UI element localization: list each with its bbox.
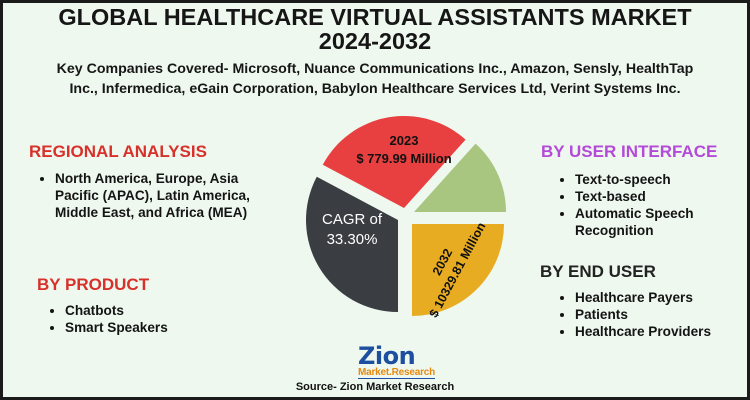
pie-label-line-1: 2023 bbox=[390, 133, 419, 148]
by-user-interface-list: Text-to-speech Text-based Automatic Spee… bbox=[555, 171, 745, 239]
pie-slice-3: 2032$ 10329.81 Million bbox=[412, 220, 504, 320]
pie-slice-shape bbox=[322, 116, 466, 208]
by-user-interface-heading: BY USER INTERFACE bbox=[541, 142, 718, 161]
source-note: Source- Zion Market Research bbox=[295, 381, 455, 393]
page-title: GLOBAL HEALTHCARE VIRTUAL ASSISTANTS MAR… bbox=[3, 5, 747, 53]
pie-slice-shape bbox=[306, 176, 398, 312]
by-end-user-list: Healthcare Payers Patients Healthcare Pr… bbox=[555, 289, 750, 340]
key-companies: Key Companies Covered- Microsoft, Nuance… bbox=[3, 59, 747, 99]
list-item: Automatic Speech Recognition bbox=[575, 205, 745, 239]
list-item: North America, Europe, Asia Pacific (APA… bbox=[55, 170, 285, 221]
list-item: Healthcare Providers bbox=[575, 323, 750, 340]
regional-analysis-list: North America, Europe, Asia Pacific (APA… bbox=[35, 170, 285, 221]
pie-slice-1: 2023 $ 779.99 Million bbox=[322, 116, 466, 208]
title-line-1: GLOBAL HEALTHCARE VIRTUAL ASSISTANTS MAR… bbox=[58, 4, 692, 30]
list-item: Smart Speakers bbox=[65, 319, 265, 336]
list-item: Text-to-speech bbox=[575, 171, 745, 188]
subtitle-line-1: Key Companies Covered- Microsoft, Nuance… bbox=[56, 61, 694, 77]
pie-slice-shape bbox=[414, 143, 506, 212]
title-line-2: 2024-2032 bbox=[318, 28, 432, 54]
pie-label-line-2: $ 779.99 Million bbox=[356, 151, 451, 166]
list-item: Patients bbox=[575, 306, 750, 323]
list-item: Healthcare Payers bbox=[575, 289, 750, 306]
by-end-user-heading: BY END USER bbox=[540, 262, 656, 281]
pie-slice-4: CAGR of 33.30% bbox=[306, 176, 398, 312]
regional-analysis-heading: REGIONAL ANALYSIS bbox=[29, 142, 207, 161]
market-pie-chart: 2023 $ 779.99 Million 2032$ 10329.81 Milli… bbox=[306, 116, 506, 320]
pie-label-line-1: CAGR of bbox=[322, 211, 383, 228]
list-item: Chatbots bbox=[65, 302, 265, 319]
subtitle-line-2: Inc., Infermedica, eGain Corporation, Ba… bbox=[69, 81, 681, 97]
pie-slice-2 bbox=[414, 143, 506, 212]
pie-label-line-2: 33.30% bbox=[327, 231, 378, 248]
pie-slice-shape bbox=[412, 224, 504, 316]
by-product-list: Chatbots Smart Speakers bbox=[45, 302, 265, 336]
logo-sub-text: Market.Research bbox=[358, 367, 436, 379]
by-product-heading: BY PRODUCT bbox=[37, 275, 150, 294]
logo-main-text: Zion bbox=[358, 342, 416, 370]
pie-slice-label: 2023 $ 779.99 Million bbox=[356, 133, 451, 166]
pie-slice-label: CAGR of 33.30% bbox=[322, 211, 383, 248]
zion-logo: Zion Market.Research bbox=[358, 343, 458, 383]
list-item: Text-based bbox=[575, 188, 745, 205]
